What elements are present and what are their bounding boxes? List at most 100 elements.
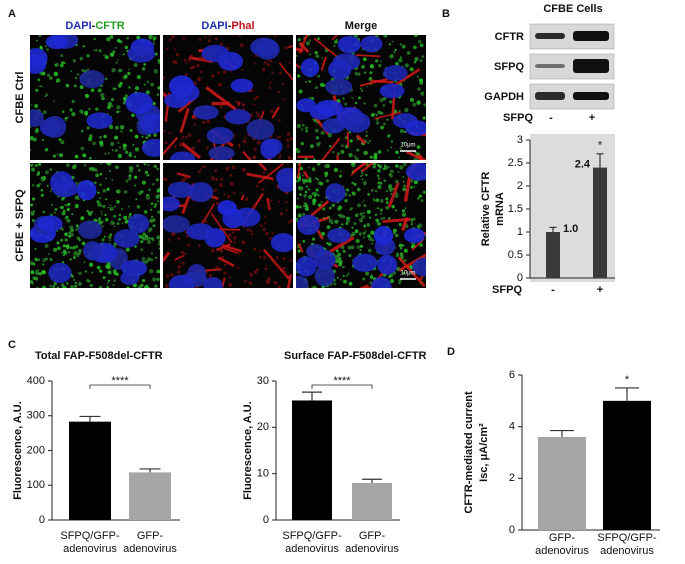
speckle <box>250 233 253 236</box>
speckle <box>356 149 359 152</box>
nucleus <box>128 214 149 233</box>
speckle <box>120 130 122 132</box>
speckle <box>104 236 106 238</box>
speckle <box>146 285 148 287</box>
nucleus <box>125 92 152 114</box>
speckle <box>309 97 311 99</box>
nucleus <box>48 263 71 283</box>
speckle <box>99 220 101 222</box>
speckle <box>322 57 324 59</box>
speckle <box>220 106 223 109</box>
speckle <box>72 165 76 169</box>
speckle <box>382 104 385 107</box>
speckle <box>252 204 256 208</box>
speckle <box>394 52 396 54</box>
y-tick-label: 2.5 <box>508 157 523 169</box>
speckle <box>348 254 351 257</box>
speckle <box>305 127 308 130</box>
speckle <box>118 218 121 221</box>
speckle <box>308 188 311 191</box>
speckle <box>181 251 184 254</box>
nucleus <box>380 84 405 99</box>
speckle <box>279 136 282 139</box>
speckle <box>154 284 158 288</box>
speckle <box>302 240 305 243</box>
nucleus <box>162 215 190 233</box>
speckle <box>104 214 106 216</box>
speckle <box>32 197 35 200</box>
blot-label: CFTR <box>495 31 524 43</box>
speckle <box>403 162 407 166</box>
speckle <box>202 121 205 124</box>
speckle <box>155 195 159 199</box>
speckle <box>124 75 128 79</box>
speckle <box>341 215 344 218</box>
speckle <box>185 73 188 76</box>
speckle <box>202 165 205 168</box>
speckle <box>31 270 35 274</box>
speckle <box>91 88 95 92</box>
speckle <box>368 249 372 253</box>
speckle <box>420 93 422 95</box>
speckle <box>114 136 118 140</box>
x-tick-label: + <box>597 284 603 296</box>
y-tick-label: 4 <box>509 421 515 433</box>
speckle <box>322 208 325 211</box>
speckle <box>73 279 75 281</box>
speckle <box>54 211 56 213</box>
speckle <box>361 172 363 174</box>
speckle <box>142 257 146 261</box>
speckle <box>111 68 115 72</box>
speckle <box>315 51 318 54</box>
speckle <box>130 129 133 132</box>
nucleus <box>225 109 251 124</box>
bar <box>129 472 171 520</box>
speckle <box>85 270 87 272</box>
speckle <box>174 145 177 148</box>
speckle <box>45 148 48 151</box>
speckle <box>366 223 370 227</box>
speckle <box>38 173 40 175</box>
speckle <box>324 172 328 176</box>
speckle <box>271 232 273 234</box>
speckle <box>404 249 408 253</box>
speckle <box>363 232 366 235</box>
speckle <box>127 72 130 75</box>
speckle <box>215 189 218 192</box>
speckle <box>109 204 111 206</box>
nucleus <box>338 36 361 53</box>
nucleus <box>79 70 104 88</box>
speckle <box>135 86 139 90</box>
speckle <box>343 275 345 277</box>
speckle <box>266 280 270 284</box>
speckle <box>262 68 266 72</box>
speckle <box>105 55 109 59</box>
speckle <box>389 43 391 45</box>
speckle <box>269 86 272 89</box>
speckle <box>364 151 368 155</box>
speckle <box>328 244 330 246</box>
speckle <box>105 198 107 200</box>
speckle <box>65 238 68 241</box>
speckle <box>77 73 80 76</box>
panel-letter: A <box>8 8 16 20</box>
speckle <box>364 183 366 185</box>
speckle <box>61 252 63 254</box>
header-part: Merge <box>345 20 377 32</box>
speckle <box>423 191 426 194</box>
speckle <box>392 41 394 43</box>
speckle <box>416 100 420 104</box>
nucleus <box>172 83 199 102</box>
speckle <box>277 91 280 94</box>
nucleus <box>78 221 102 240</box>
speckle <box>171 233 174 236</box>
speckle <box>177 237 180 240</box>
speckle <box>375 190 378 193</box>
bar <box>352 483 392 520</box>
speckle <box>337 152 340 155</box>
speckle <box>355 72 358 75</box>
speckle <box>91 271 93 273</box>
speckle <box>355 102 357 104</box>
speckle <box>147 80 150 83</box>
speckle <box>285 209 287 211</box>
